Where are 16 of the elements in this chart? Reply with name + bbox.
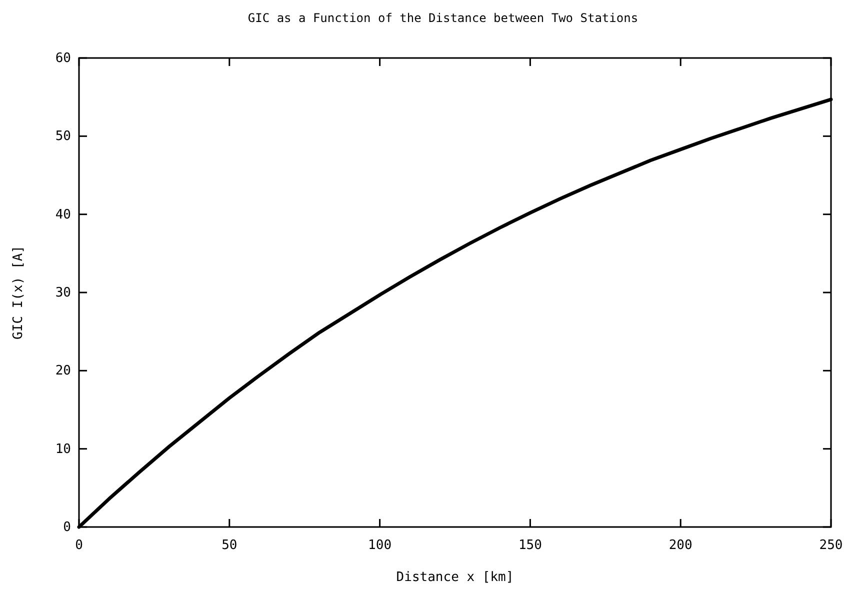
y-tick-label: 40 <box>55 207 71 222</box>
x-tick-label: 150 <box>518 538 542 553</box>
x-tick-label: 100 <box>368 538 392 553</box>
y-tick-label: 60 <box>55 51 71 66</box>
y-axis-title: GIC I(x) [A] <box>11 246 26 340</box>
chart-title: GIC as a Function of the Distance between Two Stations <box>248 11 638 25</box>
x-tick-label: 250 <box>819 538 843 553</box>
x-tick-label: 200 <box>668 538 692 553</box>
y-tick-label: 0 <box>63 520 71 535</box>
x-tick-label: 50 <box>222 538 238 553</box>
x-axis-title: Distance x [km] <box>396 570 514 585</box>
y-tick-label: 20 <box>55 364 71 379</box>
y-tick-label: 30 <box>55 286 71 300</box>
y-tick-label: 10 <box>55 442 71 457</box>
x-tick-label: 0 <box>75 538 83 553</box>
y-tick-label: 50 <box>55 129 71 144</box>
